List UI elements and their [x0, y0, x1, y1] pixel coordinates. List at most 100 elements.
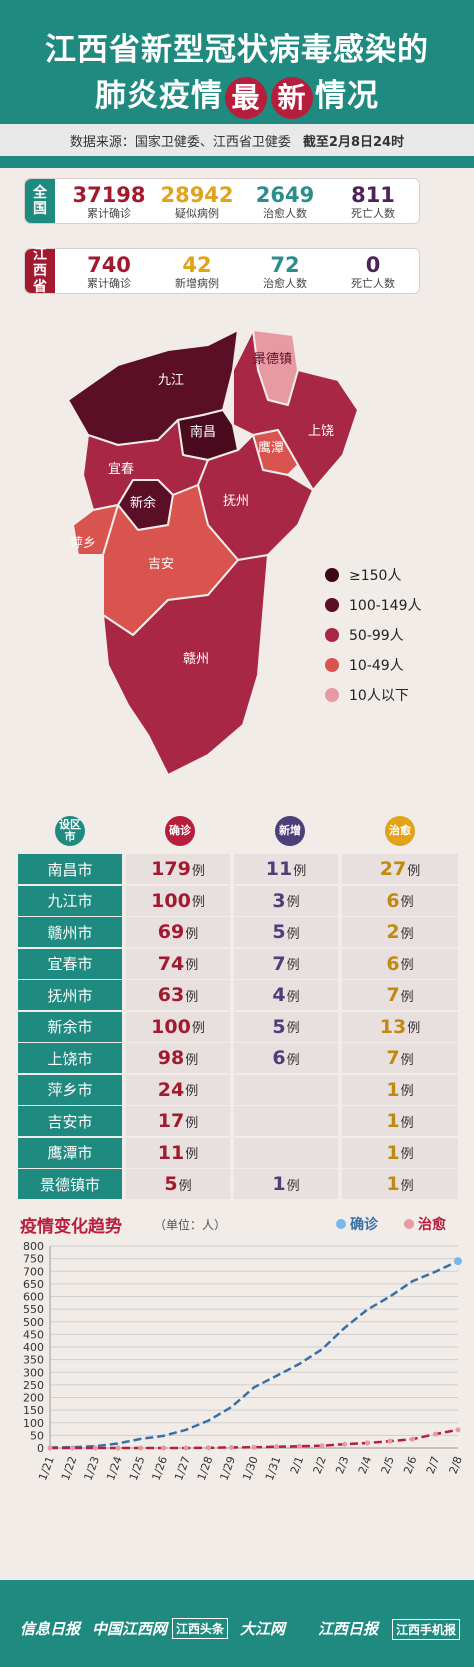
cell-confirmed-value: 17: [157, 1110, 185, 1132]
cell-cured-value: 27: [379, 858, 407, 880]
cell-unit: 例: [185, 1147, 199, 1162]
national-suspected: 28942 疑似病例: [155, 183, 239, 221]
x-tick-label: 1/21: [36, 1455, 57, 1483]
x-tick-label: 1/27: [172, 1455, 193, 1483]
legend-swatch: [325, 658, 339, 672]
y-tick-label: 100: [23, 1417, 44, 1430]
cell-unit: 例: [400, 989, 414, 1005]
point-cured: [92, 1445, 98, 1451]
x-tick-label: 1/29: [217, 1455, 238, 1483]
cell-unit: 例: [191, 1021, 205, 1036]
point-cured: [455, 1427, 461, 1433]
x-tick-label: 1/25: [127, 1455, 148, 1483]
cell-city: 赣州市: [18, 917, 122, 947]
point-cured: [296, 1443, 302, 1449]
y-tick-label: 550: [23, 1303, 44, 1316]
cell-unit: 例: [185, 926, 199, 942]
cell-new: [234, 1106, 338, 1136]
cell-city: 上饶市: [18, 1043, 122, 1073]
cell-confirmed: 11 例: [126, 1137, 230, 1168]
cell-cured-value: 1: [386, 1110, 400, 1132]
cell-confirmed-value: 179: [151, 858, 191, 880]
cell-unit: 例: [191, 895, 205, 910]
cell-unit: 例: [400, 895, 414, 910]
y-tick-label: 700: [23, 1265, 44, 1278]
y-tick-label: 800: [23, 1240, 44, 1253]
cell-unit: 例: [400, 1084, 414, 1099]
y-tick-label: 250: [23, 1379, 44, 1392]
y-tick-label: 350: [23, 1354, 44, 1367]
map-label-xinyu: 新余: [130, 496, 157, 511]
cell-unit: 例: [185, 1115, 199, 1131]
cell-confirmed-value: 100: [151, 1015, 191, 1038]
trend-unit: （单位：人）: [154, 1218, 227, 1232]
cell-confirmed-value: 74: [157, 952, 185, 975]
cell-unit: 例: [400, 1178, 414, 1194]
y-tick-label: 500: [23, 1316, 44, 1329]
media-logo: 中国江西网: [92, 1620, 168, 1638]
map-legend: ≥150人 100-149人 50-99人 10-49人 10人以下: [325, 560, 422, 710]
cell-new: 11 例: [234, 854, 338, 884]
source-band: 数据来源：国家卫健委、江西省卫健委 截至2月8日24时: [0, 124, 474, 156]
cell-cured-value: 1: [386, 1141, 400, 1164]
stat-value: 740: [87, 253, 131, 277]
jiangxi-map: 九江 南昌 景德镇 上饶 鹰潭 宜春 新余 抚州 萍乡 吉安 赣州: [58, 325, 378, 780]
cell-cured: 27 例: [342, 854, 458, 884]
cell-unit: 例: [185, 958, 199, 973]
point-cured: [274, 1444, 280, 1450]
cell-confirmed: 63 例: [126, 980, 230, 1010]
title-highlight-1: 最: [225, 76, 267, 119]
map-label-nanchang: 南昌: [190, 425, 217, 440]
province-deaths: 0 死亡人数: [331, 253, 415, 291]
trend-chart-svg: 0501001502002503003504004505005506006507…: [23, 1240, 465, 1483]
cell-confirmed: 100 例: [126, 885, 230, 916]
legend-item: 10人以下: [325, 680, 422, 710]
cell-city: 景德镇市: [18, 1169, 122, 1199]
y-tick-label: 650: [23, 1278, 44, 1291]
cell-city: 宜春市: [18, 948, 122, 979]
header-city: 设区市: [55, 816, 85, 846]
legend-item: 10-49人: [325, 650, 422, 680]
cell-unit: 例: [400, 926, 414, 942]
y-tick-label: 0: [37, 1442, 44, 1455]
table-row: 赣州市 69 例 5 例 2 例: [18, 917, 458, 947]
cell-city: 萍乡市: [18, 1074, 122, 1105]
map-label-jingdezhen: 景德镇: [253, 352, 293, 367]
header-confirmed: 确诊: [165, 816, 195, 846]
point-confirmed: [454, 1257, 462, 1266]
legend-item: 50-99人: [325, 620, 422, 650]
cell-confirmed-value: 5: [164, 1173, 178, 1195]
cell-cured-value: 6: [386, 889, 400, 912]
cell-cured-value: 1: [386, 1173, 400, 1195]
media-logo: 江西头条: [172, 1618, 229, 1639]
point-cured: [138, 1445, 144, 1451]
province-cured: 72 治愈人数: [243, 253, 327, 291]
legend-confirmed-label: 确诊: [350, 1217, 378, 1233]
point-cured: [228, 1444, 234, 1450]
stat-value: 72: [270, 253, 300, 277]
stat-label: 死亡人数: [351, 277, 395, 290]
cell-city: 鹰潭市: [18, 1137, 122, 1168]
cell-cured-value: 7: [386, 984, 400, 1006]
x-tick-label: 1/30: [240, 1455, 261, 1483]
y-tick-label: 400: [23, 1341, 44, 1354]
table-row: 鹰潭市 11 例 1 例: [18, 1137, 458, 1168]
header-cured: 治愈: [385, 816, 415, 846]
province-tag-text: 江西省: [33, 247, 47, 295]
cell-unit: 例: [400, 958, 414, 973]
map-label-fuzhou: 抚州: [223, 494, 250, 509]
cell-unit: 例: [286, 1021, 300, 1036]
national-deaths: 811 死亡人数: [331, 183, 415, 221]
stat-value: 28942: [160, 183, 234, 207]
page-title-line1: 江西省新型冠状病毒感染的: [45, 32, 429, 68]
map-label-jiujiang: 九江: [158, 373, 185, 388]
cell-confirmed-value: 63: [157, 984, 185, 1006]
table-row: 新余市 100 例 5 例 13 例: [18, 1011, 458, 1042]
table-row: 萍乡市 24 例 1 例: [18, 1074, 458, 1105]
